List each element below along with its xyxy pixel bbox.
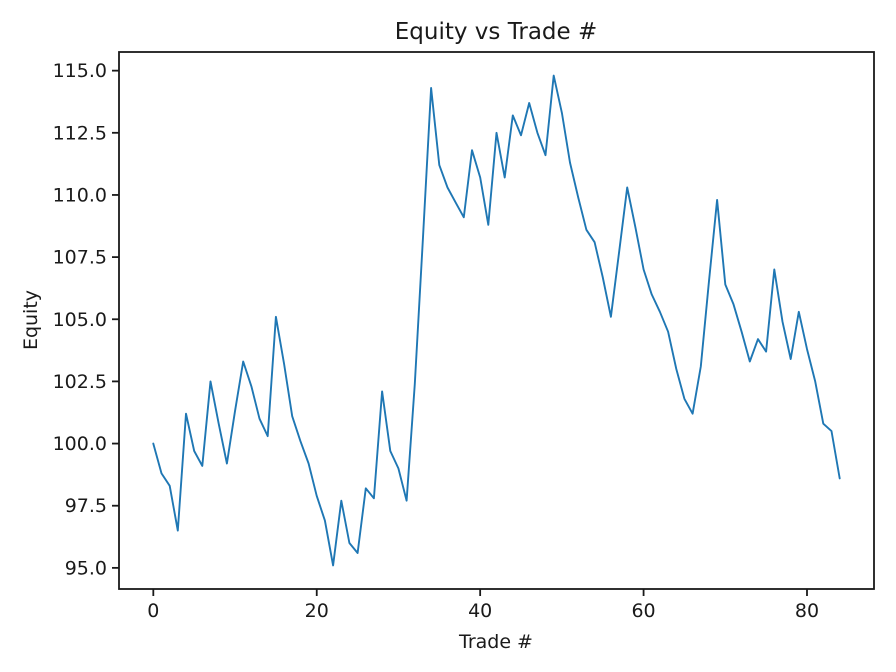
plot-border	[118, 51, 875, 590]
x-tick-label: 80	[795, 600, 819, 622]
y-axis-label: Equity	[20, 290, 42, 350]
x-tick-label: 0	[147, 600, 159, 622]
x-tick-label: 20	[305, 600, 329, 622]
y-tick-label: 102.5	[53, 371, 107, 393]
y-tick-label: 105.0	[53, 309, 107, 331]
chart-title: Equity vs Trade #	[395, 19, 598, 45]
x-tick-label: 60	[631, 600, 655, 622]
y-tick-label: 95.0	[65, 557, 107, 579]
x-axis-ticks: 0 20 40 60 80	[147, 589, 819, 622]
y-axis-ticks: 95.0 97.5 100.0 102.5 105.0 107.5 110.0 112.5 11…	[53, 60, 119, 579]
x-tick-label: 40	[468, 600, 492, 622]
y-tick-label: 115.0	[53, 60, 107, 82]
x-axis-label: Trade #	[458, 631, 533, 653]
y-tick-label: 107.5	[53, 247, 107, 269]
y-tick-label: 100.0	[53, 433, 107, 455]
equity-line-series	[152, 74, 841, 567]
y-tick-label: 97.5	[65, 495, 107, 517]
y-tick-label: 112.5	[53, 122, 107, 144]
y-tick-label: 110.0	[53, 184, 107, 206]
